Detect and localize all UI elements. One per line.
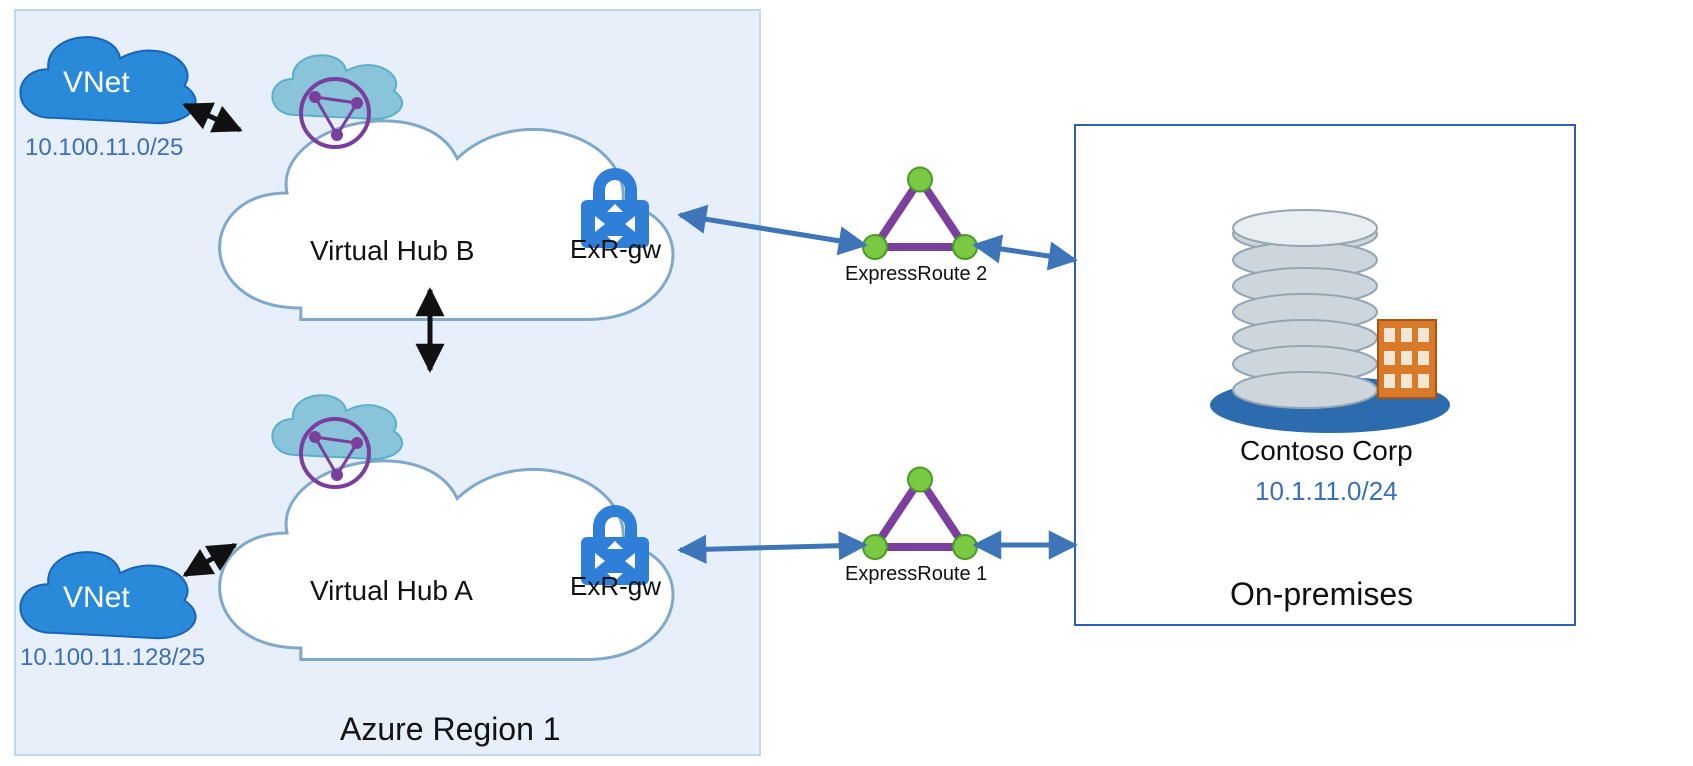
- vnet-a-label: VNet: [63, 581, 130, 614]
- on-premises-title: On-premises: [1230, 576, 1413, 612]
- vnet-b-cidr: 10.100.11.0/25: [25, 134, 183, 161]
- onprem-cidr: 10.1.11.0/24: [1255, 476, 1398, 506]
- expressroute-2-label: ExpressRoute 2: [845, 263, 987, 285]
- virtual-hub-a-label: Virtual Hub A: [310, 575, 473, 606]
- expressroute-node-icon: [863, 535, 887, 559]
- vnet-a-cidr: 10.100.11.128/25: [20, 644, 205, 671]
- exr-gw-a-label: ExR-gw: [570, 571, 661, 601]
- exr-gw-b-label: ExR-gw: [570, 234, 661, 264]
- onprem-company-label: Contoso Corp: [1240, 435, 1413, 466]
- link-er2-onprem: [975, 245, 1075, 260]
- azure-region-label: Azure Region 1: [340, 711, 561, 747]
- vnet-b-label: VNet: [63, 66, 130, 99]
- expressroute-node-icon: [908, 468, 932, 492]
- virtual-hub-b-label: Virtual Hub B: [310, 235, 474, 266]
- expressroute-node-icon: [953, 235, 977, 259]
- expressroute-1-label: ExpressRoute 1: [845, 563, 987, 585]
- expressroute-node-icon: [863, 235, 887, 259]
- expressroute-node-icon: [953, 535, 977, 559]
- expressroute-node-icon: [908, 168, 932, 192]
